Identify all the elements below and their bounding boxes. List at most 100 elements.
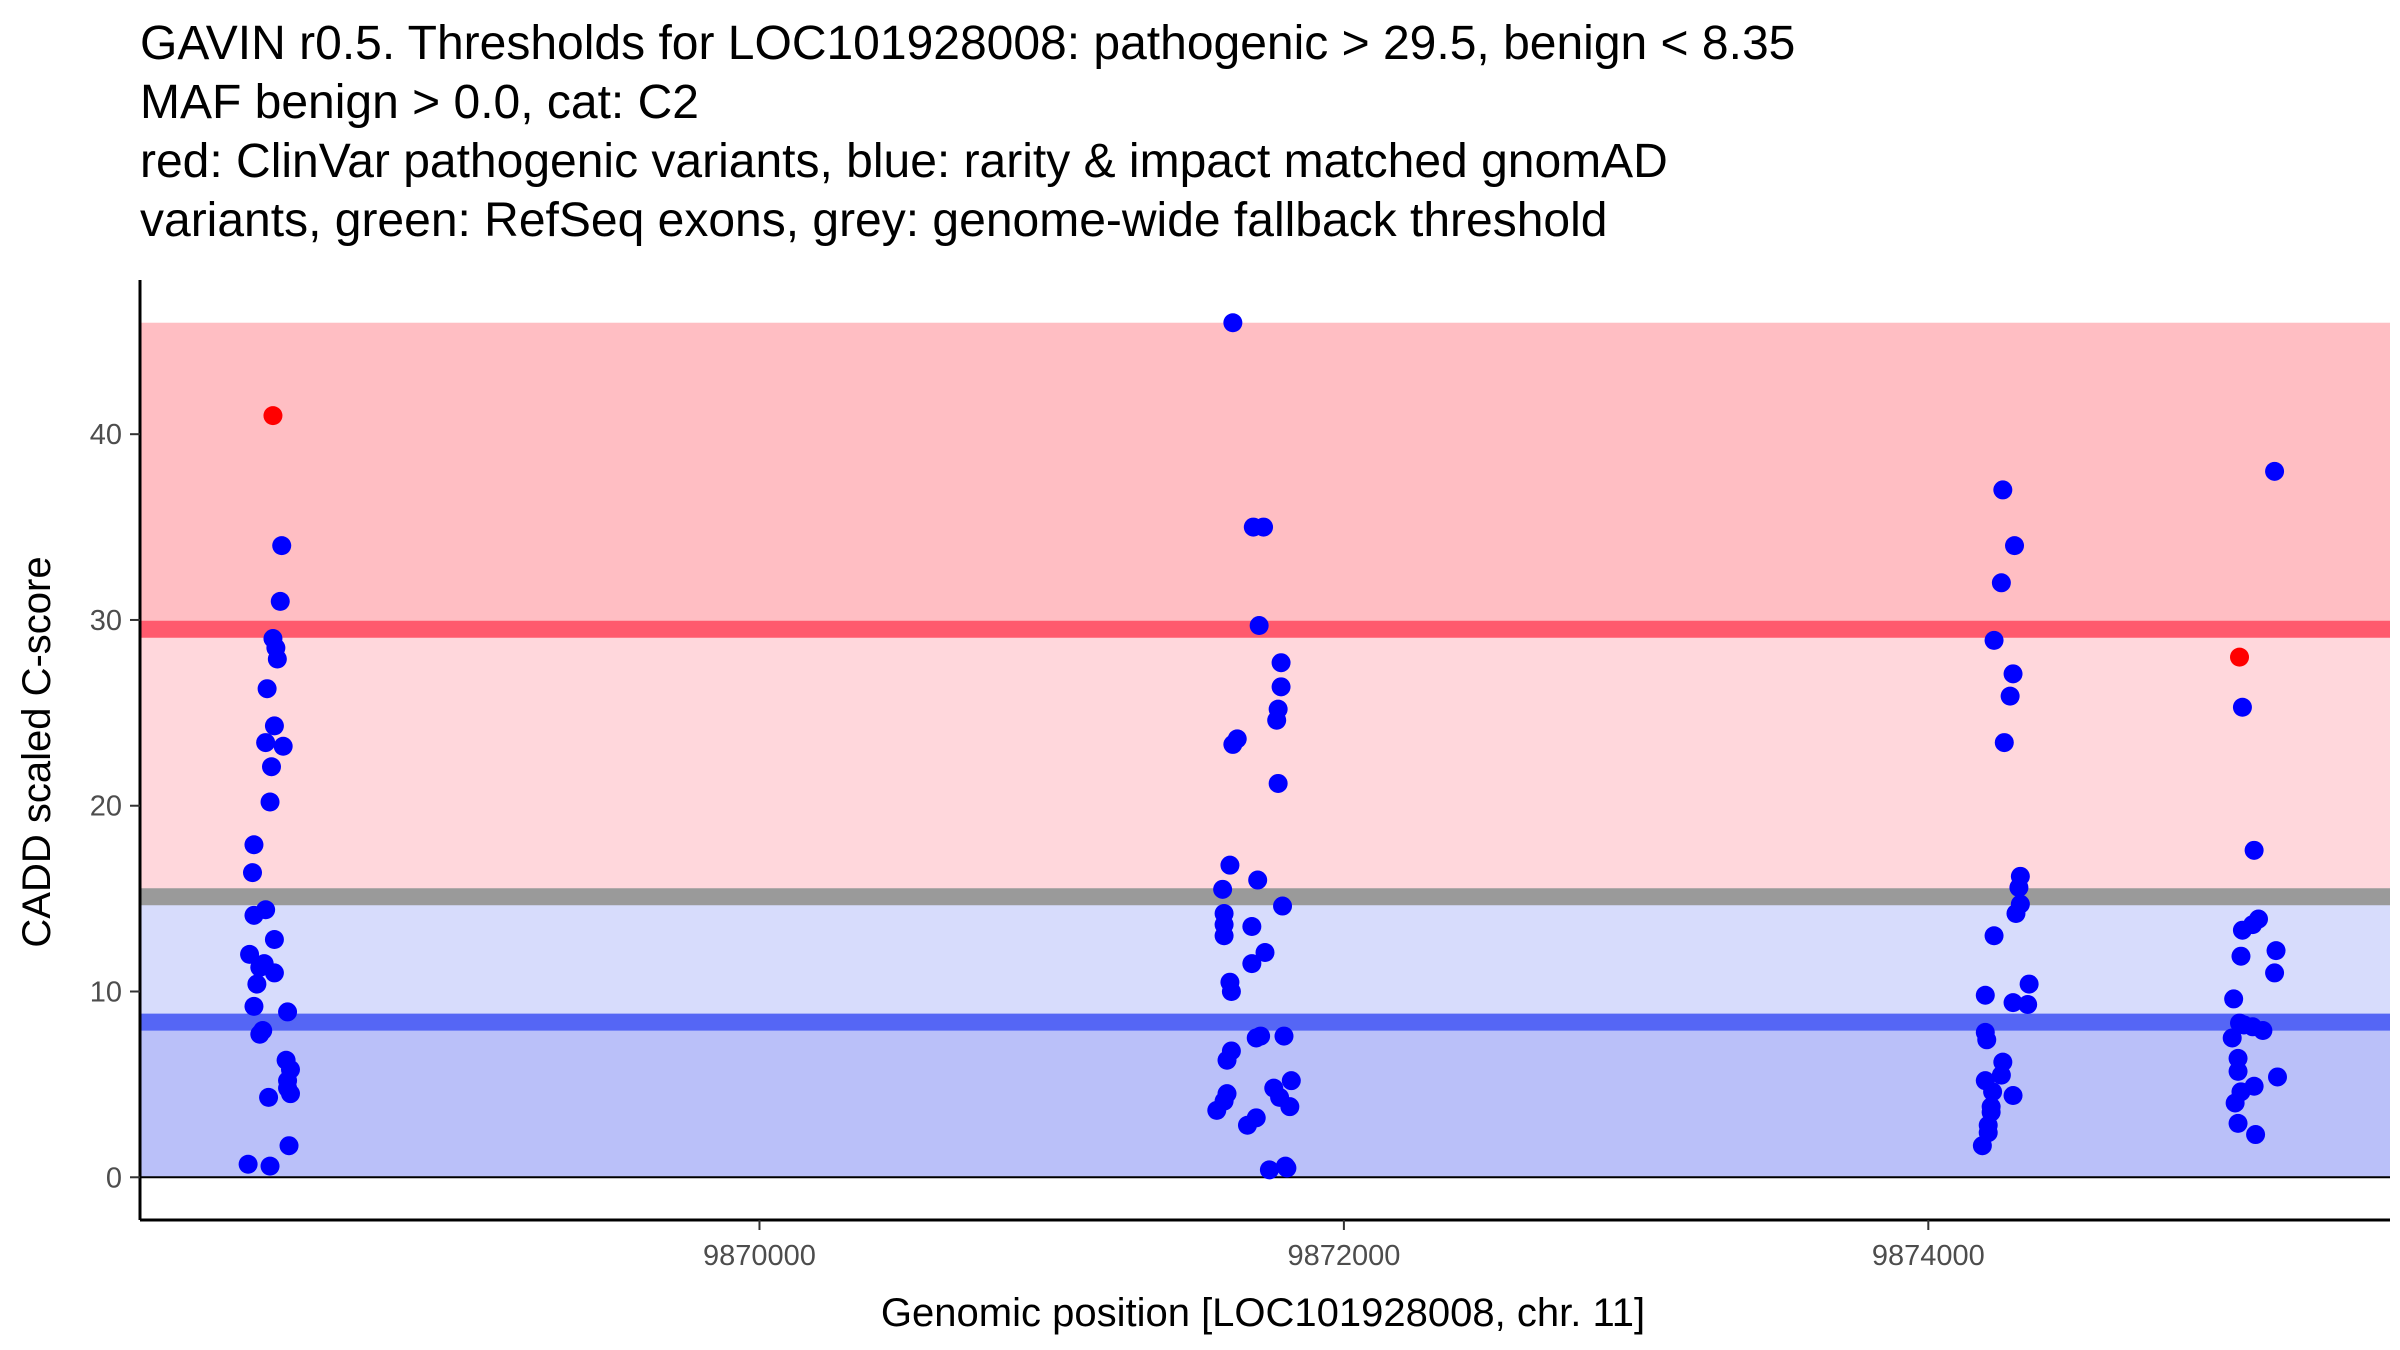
gnomad-point xyxy=(2224,989,2244,1009)
gnomad-point xyxy=(1221,982,1241,1002)
gnomad-point xyxy=(278,1002,298,1022)
gnomad-point xyxy=(1280,1097,1300,1117)
gnomad-point xyxy=(240,944,260,964)
gnomad-point xyxy=(243,863,262,883)
gnomad-point xyxy=(2265,461,2285,481)
gnomad-point xyxy=(1251,1026,1271,1046)
gnomad-point xyxy=(2019,974,2039,994)
y-tick-label: 40 xyxy=(90,419,122,451)
gnomad-point xyxy=(1975,985,1995,1005)
gnomad-point xyxy=(1254,517,1274,537)
gnomad-point xyxy=(1220,855,1240,875)
gnomad-point xyxy=(2018,995,2038,1015)
gnomad-point xyxy=(2228,1048,2248,1068)
gnomad-point xyxy=(1259,1160,1279,1180)
gnomad-point xyxy=(1977,1030,1997,1050)
gnomad-point xyxy=(259,1087,279,1107)
gnomad-point xyxy=(1242,916,1262,936)
gnomad-point xyxy=(2003,993,2023,1013)
gnomad-point xyxy=(1213,879,1233,899)
pathogenic-zone-band xyxy=(140,322,2390,630)
gnomad-point xyxy=(1242,954,1262,974)
gnomad-point xyxy=(2225,1093,2245,1113)
title-line-2: MAF benign > 0.0, cat: C2 xyxy=(140,76,699,129)
gnomad-point xyxy=(279,1136,299,1156)
gnomad-point xyxy=(2246,1125,2266,1145)
gnomad-point xyxy=(2228,1061,2248,1081)
gnomad-point xyxy=(1994,733,2014,753)
gnomad-point xyxy=(272,536,292,556)
clinvar-point xyxy=(2230,647,2250,667)
benign-zone-band xyxy=(140,1022,2390,1178)
gnomad-point xyxy=(1271,653,1291,673)
y-axis-title: CADD scaled C-score xyxy=(15,556,59,947)
data-points xyxy=(238,313,2287,1180)
gnomad-point xyxy=(280,1084,300,1104)
gnomad-point xyxy=(261,757,281,777)
gnomad-point xyxy=(2222,1028,2242,1048)
gnomad-point xyxy=(2000,686,2020,706)
gnomad-point xyxy=(2003,664,2023,684)
tick-labels: 0 10 20 30 40 9870000 9872000 9874000 xyxy=(90,419,1985,1272)
gnomad-point xyxy=(2244,840,2264,860)
gnomad-point xyxy=(2003,1086,2023,1106)
title-line-1: GAVIN r0.5. Thresholds for LOC101928008:… xyxy=(140,17,1796,70)
gnomad-point xyxy=(1267,710,1287,730)
clinvar-point xyxy=(263,406,283,426)
title-line-4: variants, green: RefSeq exons, grey: gen… xyxy=(140,194,1608,247)
gnomad-point xyxy=(1271,677,1291,697)
x-tick-label: 9870000 xyxy=(703,1240,816,1272)
gnomad-point xyxy=(1214,926,1234,946)
gnomad-point xyxy=(2006,903,2026,923)
gnomad-point xyxy=(247,974,267,994)
threshold-bands xyxy=(140,322,2390,1178)
x-axis-title: Genomic position [LOC101928008, chr. 11] xyxy=(881,1291,1645,1335)
gnomad-point xyxy=(1991,573,2011,593)
gnomad-point xyxy=(2268,1067,2287,1087)
gnomad-point xyxy=(256,733,276,753)
gnomad-point xyxy=(270,591,290,611)
gnomad-point xyxy=(1223,313,1243,333)
gnomad-point xyxy=(2231,946,2251,966)
gnomad-point xyxy=(257,679,277,699)
gnomad-point xyxy=(2009,877,2029,897)
gnomad-point xyxy=(1255,942,1275,962)
y-tick-label: 0 xyxy=(106,1162,122,1194)
gnomad-point xyxy=(238,1154,258,1174)
gnomad-point xyxy=(264,929,284,949)
gnomad-point xyxy=(1281,1071,1301,1091)
gnomad-point xyxy=(1207,1100,1227,1120)
gnomad-point xyxy=(1983,1082,2003,1102)
gnomad-point xyxy=(2265,963,2285,983)
x-tick-label: 9872000 xyxy=(1287,1240,1400,1272)
gnomad-point xyxy=(2232,920,2252,940)
gnomad-point xyxy=(244,835,264,855)
gnomad-point xyxy=(1984,630,2004,650)
gnomad-point xyxy=(2253,1021,2273,1041)
gnomad-point xyxy=(1993,480,2013,500)
y-tick-label: 30 xyxy=(90,605,122,637)
axes xyxy=(130,280,2390,1230)
gnomad-point xyxy=(1273,896,1293,916)
gnomad-point xyxy=(260,792,280,812)
gnomad-point xyxy=(1237,1115,1257,1135)
gnomad-point xyxy=(1972,1136,1992,1156)
gnomad-point xyxy=(264,716,284,736)
gnomad-point xyxy=(1984,926,2004,946)
gnomad-point xyxy=(244,996,264,1016)
gnomad-point xyxy=(1268,773,1288,793)
gnomad-point xyxy=(1249,616,1269,636)
gnomad-point xyxy=(1217,1050,1237,1070)
gnomad-point xyxy=(260,1156,280,1176)
gnomad-point xyxy=(1991,1065,2011,1085)
gnomad-point xyxy=(1274,1026,1294,1046)
gnomad-point xyxy=(244,905,264,925)
chart-title: GAVIN r0.5. Thresholds for LOC101928008:… xyxy=(140,14,2380,250)
gnomad-point xyxy=(267,649,287,669)
gnomad-point xyxy=(250,1024,270,1044)
y-tick-label: 10 xyxy=(90,977,122,1009)
gnomad-point xyxy=(2266,941,2286,961)
gnomad-point xyxy=(1277,1158,1297,1178)
gnomad-point xyxy=(1248,870,1268,890)
